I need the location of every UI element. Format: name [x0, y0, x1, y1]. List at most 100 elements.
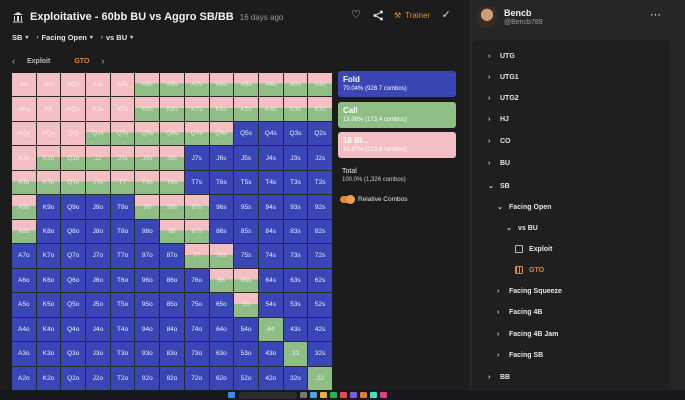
hand-cell[interactable]: K8o: [36, 219, 61, 244]
legend-fold[interactable]: Fold 70.04% (928.7 combos): [338, 71, 456, 97]
more-icon[interactable]: ⋯: [650, 9, 661, 21]
hand-cell[interactable]: 65o: [209, 293, 234, 317]
hand-cell[interactable]: QJs: [86, 121, 110, 146]
hand-cell[interactable]: 75o: [184, 293, 209, 317]
hand-cell[interactable]: 43o: [258, 342, 283, 366]
tab-exploit[interactable]: Exploit: [27, 57, 51, 65]
hand-cell[interactable]: 54o: [234, 317, 258, 342]
hand-cell[interactable]: KJo: [36, 146, 61, 170]
legend-call[interactable]: Call 13.08% (173.4 combos): [338, 102, 456, 128]
hand-cell[interactable]: T9s: [135, 170, 160, 195]
hand-cell[interactable]: Q8s: [160, 121, 184, 146]
hand-cell[interactable]: 85o: [160, 293, 184, 317]
hand-cell[interactable]: Q9s: [135, 121, 160, 146]
hand-cell[interactable]: JTo: [86, 170, 110, 195]
hand-cell[interactable]: Q9o: [61, 195, 86, 219]
tree-item-hj[interactable]: › HJ: [488, 116, 509, 123]
hand-cell[interactable]: T7o: [110, 244, 135, 268]
hand-cell[interactable]: Q5s: [234, 121, 258, 146]
hand-cell[interactable]: 88: [160, 219, 184, 244]
hand-cell[interactable]: K8s: [160, 97, 184, 121]
legend-raise[interactable]: 18 Bl... 16.87% (223.8 combos): [338, 132, 456, 158]
hand-cell[interactable]: 44: [258, 317, 283, 342]
hand-cell[interactable]: AKs: [36, 73, 61, 97]
hand-cell[interactable]: AA: [12, 73, 36, 97]
hand-cell[interactable]: 52s: [308, 293, 332, 317]
hand-cell[interactable]: 92o: [135, 366, 160, 390]
hand-cell[interactable]: T4o: [110, 317, 135, 342]
hand-cell[interactable]: 98s: [160, 195, 184, 219]
hand-cell[interactable]: 72s: [308, 244, 332, 268]
hand-cell[interactable]: T7s: [184, 170, 209, 195]
tree-item-facing-4b-jam[interactable]: › Facing 4B Jam: [497, 331, 558, 338]
hand-cell[interactable]: J4s: [258, 146, 283, 170]
hand-cell[interactable]: AJs: [86, 73, 110, 97]
hand-cell[interactable]: J8o: [86, 219, 110, 244]
hand-cell[interactable]: T2s: [308, 170, 332, 195]
hand-cell[interactable]: K5s: [234, 97, 258, 121]
tree-item-facing-squeeze[interactable]: › Facing Squeeze: [497, 288, 562, 295]
hand-cell[interactable]: 83s: [283, 219, 308, 244]
hand-cell[interactable]: ATs: [110, 73, 135, 97]
app-icon[interactable]: [300, 392, 307, 398]
hand-cell[interactable]: 93s: [283, 195, 308, 219]
chevron-left-icon[interactable]: ‹: [12, 56, 15, 66]
hand-cell[interactable]: A8o: [12, 219, 36, 244]
tree-item-utg1[interactable]: › UTG1: [488, 74, 519, 81]
hand-cell[interactable]: 94s: [258, 195, 283, 219]
hand-cell[interactable]: T2o: [110, 366, 135, 390]
hand-cell[interactable]: A6o: [12, 268, 36, 293]
windows-icon[interactable]: [228, 392, 235, 398]
hand-cell[interactable]: T6o: [110, 268, 135, 293]
hand-cell[interactable]: 62s: [308, 268, 332, 293]
hand-cell[interactable]: 76o: [184, 268, 209, 293]
spotify-icon[interactable]: [330, 392, 337, 398]
hand-cell[interactable]: 73o: [184, 342, 209, 366]
edge-icon[interactable]: [310, 392, 317, 398]
hand-cell[interactable]: T3o: [110, 342, 135, 366]
hand-cell[interactable]: 77: [184, 244, 209, 268]
hand-cell[interactable]: Q2s: [308, 121, 332, 146]
hand-cell[interactable]: 66: [209, 268, 234, 293]
hand-cell[interactable]: T5s: [234, 170, 258, 195]
hand-cell[interactable]: 97o: [135, 244, 160, 268]
tree-item-gto[interactable]: GTO: [515, 266, 544, 274]
hand-cell[interactable]: 74s: [258, 244, 283, 268]
hand-cell[interactable]: 85s: [234, 219, 258, 244]
hand-cell[interactable]: A2s: [308, 73, 332, 97]
discord-icon[interactable]: [350, 392, 357, 398]
hand-cell[interactable]: J5s: [234, 146, 258, 170]
hand-cell[interactable]: K9o: [36, 195, 61, 219]
hand-cell[interactable]: J7o: [86, 244, 110, 268]
hand-cell[interactable]: QTo: [61, 170, 86, 195]
hand-cell[interactable]: AJo: [12, 146, 36, 170]
hand-cell[interactable]: 63o: [209, 342, 234, 366]
hand-cell[interactable]: J4o: [86, 317, 110, 342]
hand-cell[interactable]: 64o: [209, 317, 234, 342]
hand-cell[interactable]: K6o: [36, 268, 61, 293]
tree-item-facing-sb[interactable]: › Facing SB: [497, 352, 543, 359]
hand-cell[interactable]: J3o: [86, 342, 110, 366]
tree-item-facing-open[interactable]: ⌄ Facing Open: [497, 203, 551, 212]
hand-cell[interactable]: K2o: [36, 366, 61, 390]
hand-cell[interactable]: 99: [135, 195, 160, 219]
tree-item-vs-bu[interactable]: ⌄ vs BU: [506, 224, 538, 233]
crumb-sb[interactable]: SB ▾: [12, 33, 29, 42]
hand-cell[interactable]: J8s: [160, 146, 184, 170]
hand-cell[interactable]: AKo: [12, 97, 36, 121]
hand-cell[interactable]: 62o: [209, 366, 234, 390]
search-icon[interactable]: [239, 391, 297, 399]
hand-cell[interactable]: A4o: [12, 317, 36, 342]
hand-cell[interactable]: 54s: [258, 293, 283, 317]
hand-cell[interactable]: AQs: [61, 73, 86, 97]
hand-cell[interactable]: T8s: [160, 170, 184, 195]
hand-cell[interactable]: 73s: [283, 244, 308, 268]
heart-icon[interactable]: ♡: [351, 8, 361, 21]
hand-cell[interactable]: J9o: [86, 195, 110, 219]
check-icon[interactable]: ✓: [441, 8, 451, 21]
hand-cell[interactable]: 55: [234, 293, 258, 317]
hand-cell[interactable]: 82s: [308, 219, 332, 244]
hand-cell[interactable]: A9o: [12, 195, 36, 219]
hand-cell[interactable]: K4s: [258, 97, 283, 121]
hand-cell[interactable]: 95o: [135, 293, 160, 317]
